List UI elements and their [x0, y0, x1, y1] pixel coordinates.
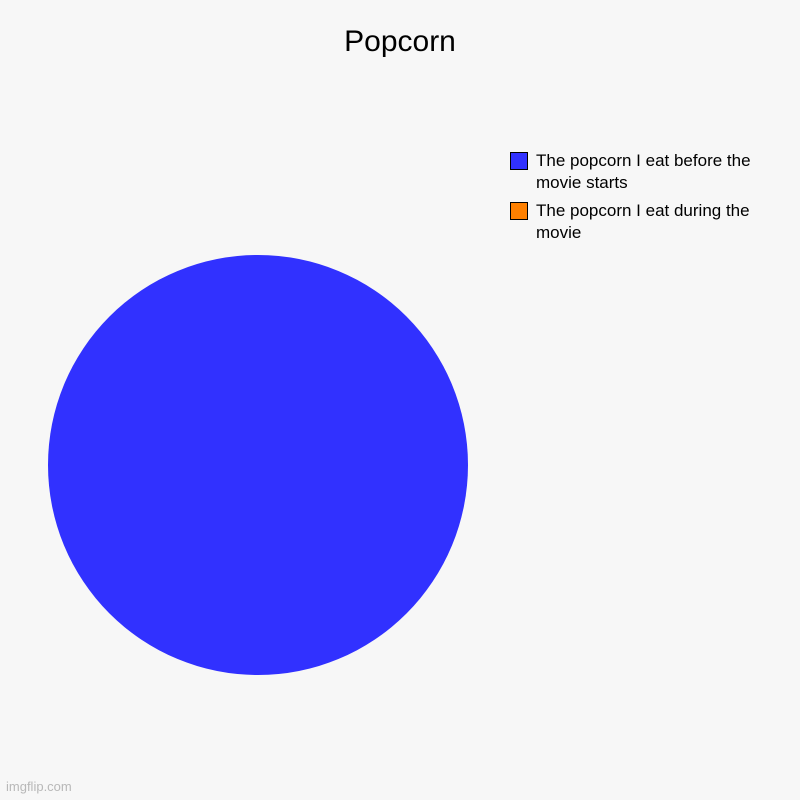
legend-swatch-orange [510, 202, 528, 220]
legend-swatch-blue [510, 152, 528, 170]
legend-item: The popcorn I eat before the movie start… [510, 150, 770, 194]
chart-title: Popcorn [0, 25, 800, 59]
legend-label: The popcorn I eat before the movie start… [536, 150, 770, 194]
legend-label: The popcorn I eat during the movie [536, 200, 770, 244]
pie-slice-before-movie [48, 255, 468, 675]
pie-chart [48, 255, 468, 675]
watermark: imgflip.com [6, 779, 72, 794]
legend-item: The popcorn I eat during the movie [510, 200, 770, 244]
legend: The popcorn I eat before the movie start… [510, 150, 770, 250]
chart-container: Popcorn The popcorn I eat before the mov… [0, 0, 800, 800]
